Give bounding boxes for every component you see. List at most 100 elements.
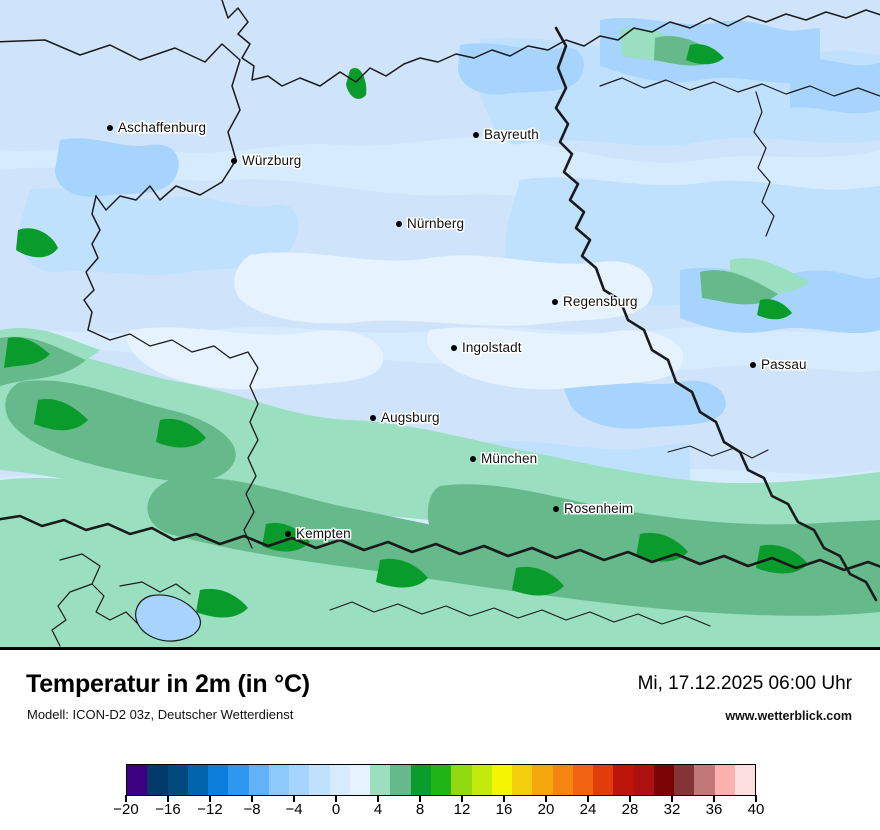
city-marker[interactable]: Nürnberg (396, 216, 464, 231)
city-marker[interactable]: Passau (750, 357, 807, 372)
colorbar-tick-label: −20 (113, 801, 139, 818)
colorbar-tick (713, 795, 715, 802)
colorbar-tick (503, 795, 505, 802)
city-marker[interactable]: München (470, 451, 537, 466)
city-label: Rosenheim (564, 501, 634, 516)
colorbar-swatch (127, 765, 148, 795)
city-label: Ingolstadt (462, 340, 522, 355)
city-marker[interactable]: Regensburg (552, 294, 638, 309)
colorbar-tick (419, 795, 421, 802)
colorbar-tick-label: −8 (243, 801, 261, 818)
city-marker[interactable]: Augsburg (370, 410, 440, 425)
city-dot-icon (107, 124, 113, 131)
colorbar-swatch (228, 765, 249, 795)
colorbar-tick-label: 8 (415, 801, 425, 818)
city-label: Regensburg (563, 294, 638, 309)
colorbar-tick (293, 795, 295, 802)
city-dot-icon (473, 131, 479, 138)
temperature-map[interactable]: Aschaffenburg Würzburg Nürnberg Bayreuth… (0, 0, 880, 650)
colorbar-tick-label: −4 (285, 801, 303, 818)
page-title: Temperatur in 2m (in °C) (26, 670, 310, 698)
colorbar-swatch (593, 765, 614, 795)
colorbar-tick (209, 795, 211, 802)
colorbar-tick-label: 32 (663, 801, 681, 818)
city-dot-icon (396, 220, 402, 227)
city-label: Aschaffenburg (118, 120, 207, 135)
colorbar-swatch (430, 765, 452, 795)
colorbar-tick (587, 795, 589, 802)
city-label: Kempten (296, 526, 351, 541)
colorbar-tick-label: 12 (453, 801, 471, 818)
colorbar-tick (545, 795, 547, 802)
colorbar-tick (629, 795, 631, 802)
colorbar-tick-label: −12 (197, 801, 223, 818)
model-subtitle: Modell: ICON-D2 03z, Deutscher Wetterdie… (27, 707, 294, 722)
city-label: Bayreuth (484, 127, 539, 142)
colorbar-swatch (208, 765, 229, 795)
city-marker[interactable]: Rosenheim (553, 501, 633, 516)
colorbar-tick (251, 795, 253, 802)
city-marker[interactable]: Aschaffenburg (107, 120, 206, 135)
colorbar-ticks (125, 795, 757, 803)
city-marker[interactable]: Bayreuth (473, 127, 539, 142)
colorbar-tick (461, 795, 463, 802)
city-dot-icon (553, 505, 559, 512)
colorbar-tick-label: 28 (621, 801, 639, 818)
city-dot-icon (470, 455, 476, 462)
city-dot-icon (231, 157, 237, 164)
colorbar-tick (377, 795, 379, 802)
website-label: www.wetterblick.com (725, 709, 852, 723)
colorbar-swatch (471, 765, 492, 795)
colorbar-swatch (329, 765, 350, 795)
colorbar-swatch (532, 765, 553, 795)
city-label: Passau (761, 357, 807, 372)
colorbar-swatch (512, 765, 533, 795)
city-dot-icon (750, 361, 756, 368)
colorbar-tick (335, 795, 337, 802)
map-canvas (0, 0, 880, 647)
colorbar-tick (671, 795, 673, 802)
city-dot-icon (370, 414, 376, 421)
colorbar-swatch (268, 765, 290, 795)
colorbar-swatch (289, 765, 310, 795)
colorbar-swatch (653, 765, 675, 795)
colorbar-tick-label: 20 (537, 801, 555, 818)
city-marker[interactable]: Würzburg (231, 153, 301, 168)
colorbar-tick-label: 36 (705, 801, 723, 818)
city-dot-icon (552, 298, 558, 305)
city-label: Nürnberg (407, 216, 465, 231)
colorbar-swatch (248, 765, 269, 795)
city-label: Augsburg (381, 410, 440, 425)
colorbar-swatch (147, 765, 168, 795)
city-marker[interactable]: Kempten (285, 526, 351, 541)
colorbar-swatch (674, 765, 695, 795)
colorbar-tick (125, 795, 127, 802)
city-label: München (481, 451, 538, 466)
colorbar-swatch (370, 765, 391, 795)
colorbar-swatch (451, 765, 472, 795)
colorbar-swatch (694, 765, 715, 795)
colorbar-swatch (410, 765, 431, 795)
colorbar-tick-label: −16 (155, 801, 181, 818)
colorbar-swatch (613, 765, 634, 795)
city-marker[interactable]: Ingolstadt (451, 340, 522, 355)
colorbar-tick-label: 40 (747, 801, 765, 818)
colorbar-swatch (390, 765, 411, 795)
colorbar-tick (755, 795, 757, 802)
colorbar-swatch (572, 765, 594, 795)
colorbar-tick-labels: −20 −16 −12 −8 −4 0 4 8 12 16 20 24 28 32 36 40 (113, 801, 764, 823)
colorbar-tick-label: 4 (373, 801, 383, 818)
colorbar-swatch (491, 765, 513, 795)
colorbar-swatch (714, 765, 735, 795)
colorbar-swatch (349, 765, 371, 795)
city-label: Würzburg (242, 153, 302, 168)
temperature-colorbar[interactable] (126, 764, 756, 796)
colorbar-swatch (734, 765, 756, 795)
footer-panel: Temperatur in 2m (in °C) Modell: ICON-D2… (0, 650, 880, 830)
colorbar-swatch (552, 765, 573, 795)
city-dot-icon (451, 344, 457, 351)
colorbar-tick-label: 0 (331, 801, 341, 818)
colorbar-tick-label: 16 (495, 801, 513, 818)
colorbar-swatch (167, 765, 188, 795)
